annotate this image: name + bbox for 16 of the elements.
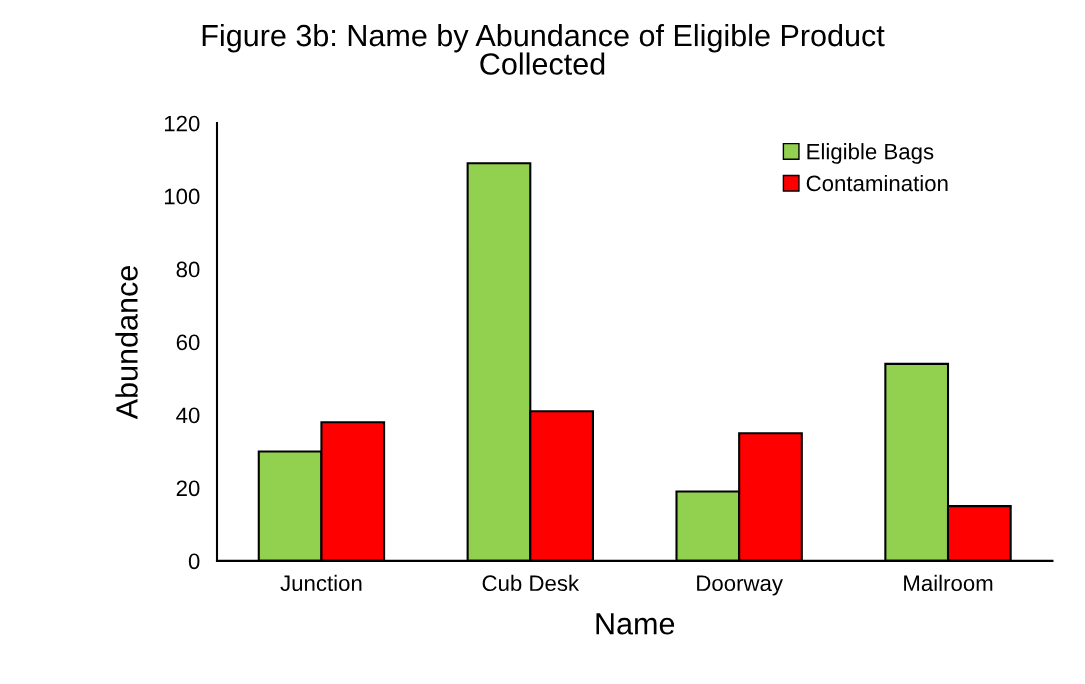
legend-label: Contamination [806,174,948,192]
x-tick-label: Mailroom [904,574,993,592]
y-tick-label: 120 [164,115,200,132]
y-tick-label: 0 [188,553,200,570]
y-tick-label: 40 [176,407,200,424]
x-tick-label: Junction [280,574,362,592]
y-tick-label: 60 [176,334,200,351]
y-tick-label: 100 [164,188,200,205]
x-tick-label: Cub Desk [482,574,580,592]
x-tick-label: Doorway [697,575,783,596]
chart-title: Figure 3b: Name by Abundance of Eligible Product Collected [202,23,885,75]
y-axis-title: Abundance [115,266,138,420]
x-axis-title: Name [596,613,675,635]
y-tick-label: 20 [176,480,200,497]
legend-label: Eligible Bags [807,143,934,164]
y-tick-label: 80 [176,261,200,278]
